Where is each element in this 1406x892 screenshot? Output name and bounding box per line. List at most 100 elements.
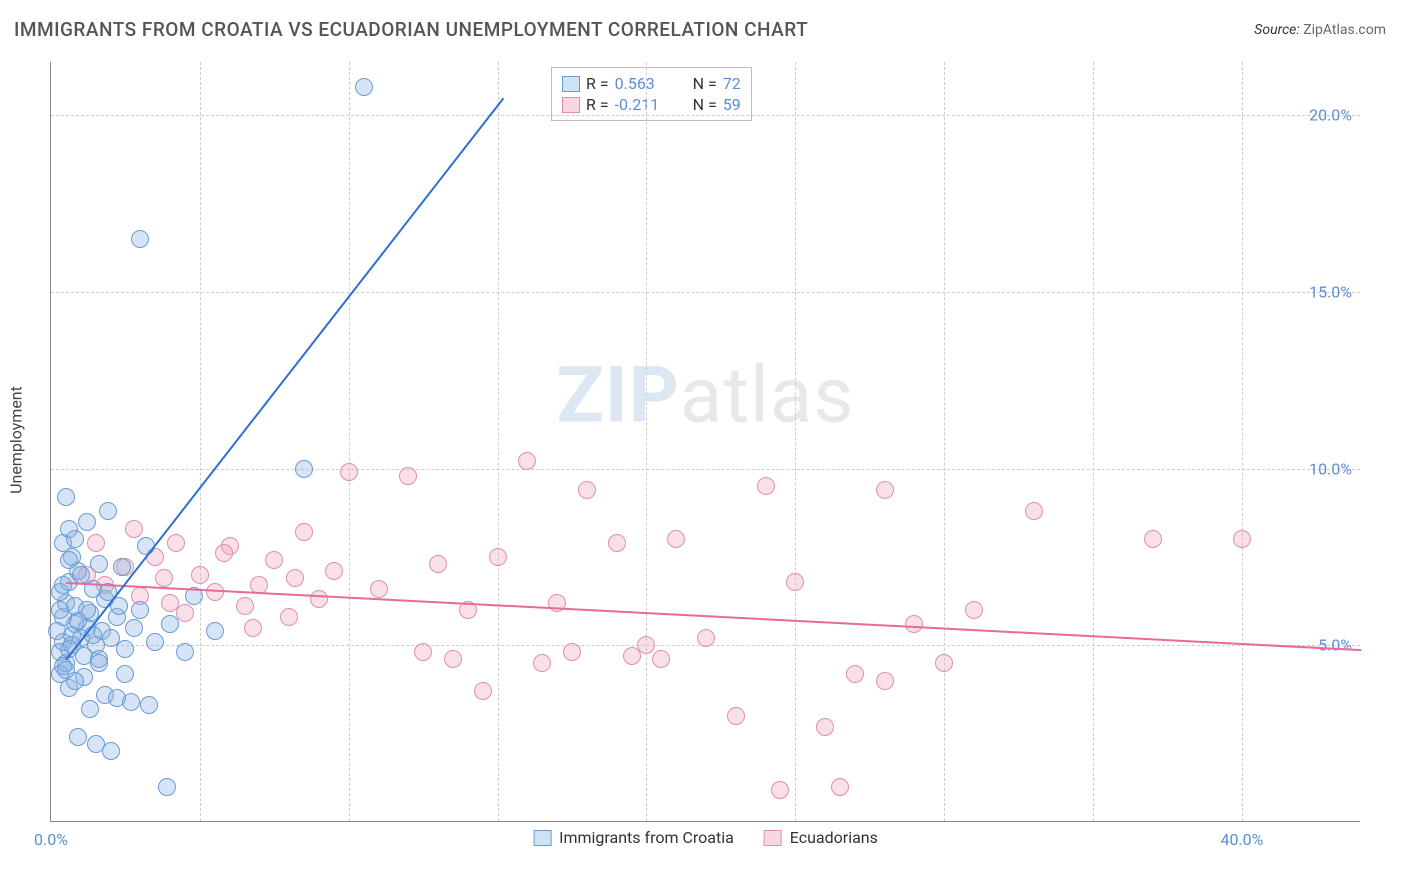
- scatter-point: [816, 718, 834, 736]
- legend-swatch-a: [533, 830, 551, 846]
- scatter-point: [831, 778, 849, 796]
- scatter-point: [444, 650, 462, 668]
- scatter-point: [131, 601, 149, 619]
- scatter-point: [652, 650, 670, 668]
- stats-n-label-a: N =: [693, 74, 717, 93]
- scatter-point: [161, 615, 179, 633]
- source-attribution: Source: ZipAtlas.com: [1254, 22, 1386, 38]
- scatter-point: [935, 654, 953, 672]
- scatter-point: [474, 682, 492, 700]
- scatter-point: [265, 551, 283, 569]
- scatter-point: [125, 619, 143, 637]
- stats-row-b: R = -0.211 N = 59: [562, 94, 741, 115]
- scatter-point: [667, 530, 685, 548]
- vgrid-line: [795, 62, 796, 821]
- stats-n-value-b: 59: [723, 95, 741, 114]
- scatter-point: [757, 477, 775, 495]
- scatter-point: [78, 513, 96, 531]
- hgrid-line: [51, 469, 1360, 470]
- scatter-point: [340, 463, 358, 481]
- stats-row-a: R = 0.563 N = 72: [562, 73, 741, 94]
- scatter-point: [414, 643, 432, 661]
- scatter-point: [325, 562, 343, 580]
- scatter-point: [905, 615, 923, 633]
- source-value: ZipAtlas.com: [1303, 22, 1386, 38]
- scatter-point: [122, 693, 140, 711]
- scatter-point: [69, 728, 87, 746]
- scatter-point: [158, 778, 176, 796]
- scatter-point: [489, 548, 507, 566]
- legend-swatch-b: [764, 830, 782, 846]
- vgrid-line: [646, 62, 647, 821]
- legend-label-b: Ecuadorians: [790, 828, 878, 847]
- scatter-point: [57, 488, 75, 506]
- stats-r-label-a: R =: [586, 74, 609, 93]
- scatter-point: [244, 619, 262, 637]
- scatter-point: [140, 696, 158, 714]
- correlation-stats-box: R = 0.563 N = 72 R = -0.211 N = 59: [551, 67, 752, 121]
- scatter-point: [99, 502, 117, 520]
- y-tick-label: 10.0%: [1309, 459, 1352, 478]
- scatter-point: [69, 612, 87, 630]
- scatter-point: [518, 452, 536, 470]
- scatter-point: [370, 580, 388, 598]
- scatter-point: [206, 583, 224, 601]
- scatter-point: [176, 604, 194, 622]
- scatter-point: [846, 665, 864, 683]
- watermark-rest: atlas: [680, 350, 855, 441]
- y-tick-label: 20.0%: [1309, 106, 1352, 125]
- stats-r-label-b: R =: [586, 95, 609, 114]
- scatter-point: [116, 665, 134, 683]
- scatter-point: [87, 534, 105, 552]
- scatter-point: [90, 654, 108, 672]
- hgrid-line: [51, 292, 1360, 293]
- scatter-point: [215, 544, 233, 562]
- scatter-point: [81, 700, 99, 718]
- scatter-point: [533, 654, 551, 672]
- y-tick-label: 5.0%: [1318, 636, 1352, 655]
- scatter-point: [116, 640, 134, 658]
- scatter-point: [90, 555, 108, 573]
- chart-title: IMMIGRANTS FROM CROATIA VS ECUADORIAN UN…: [14, 18, 808, 41]
- scatter-point: [206, 622, 224, 640]
- scatter-point: [236, 597, 254, 615]
- x-tick-label: 40.0%: [1220, 830, 1263, 849]
- vgrid-line: [200, 62, 201, 821]
- y-axis-label: Unemployment: [7, 386, 26, 494]
- vgrid-line: [349, 62, 350, 821]
- hgrid-line: [51, 115, 1360, 116]
- scatter-point: [286, 569, 304, 587]
- legend-item-a: Immigrants from Croatia: [533, 828, 734, 847]
- vgrid-line: [1242, 62, 1243, 821]
- scatter-point: [608, 534, 626, 552]
- scatter-point: [51, 601, 69, 619]
- scatter-point: [786, 573, 804, 591]
- scatter-point: [54, 576, 72, 594]
- stats-n-value-a: 72: [723, 74, 741, 93]
- vgrid-line: [498, 62, 499, 821]
- scatter-point: [771, 781, 789, 799]
- scatter-point: [66, 530, 84, 548]
- scatter-point: [623, 647, 641, 665]
- scatter-point: [48, 622, 66, 640]
- scatter-point: [131, 230, 149, 248]
- vgrid-line: [944, 62, 945, 821]
- stats-n-label-b: N =: [693, 95, 717, 114]
- watermark-bold: ZIP: [556, 350, 679, 441]
- stats-swatch-a: [562, 76, 580, 92]
- scatter-point: [1025, 502, 1043, 520]
- scatter-point: [310, 590, 328, 608]
- scatter-point: [113, 558, 131, 576]
- scatter-point: [191, 566, 209, 584]
- scatter-point: [167, 534, 185, 552]
- scatter-point: [295, 460, 313, 478]
- watermark: ZIPatlas: [556, 350, 854, 441]
- scatter-point: [146, 633, 164, 651]
- scatter-point: [697, 629, 715, 647]
- legend-label-a: Immigrants from Croatia: [559, 828, 734, 847]
- chart-legend: Immigrants from Croatia Ecuadorians: [533, 828, 878, 847]
- legend-item-b: Ecuadorians: [764, 828, 878, 847]
- chart-plot-area: ZIPatlas R = 0.563 N = 72 R = -0.211 N =…: [50, 62, 1360, 822]
- scatter-point: [280, 608, 298, 626]
- scatter-point: [965, 601, 983, 619]
